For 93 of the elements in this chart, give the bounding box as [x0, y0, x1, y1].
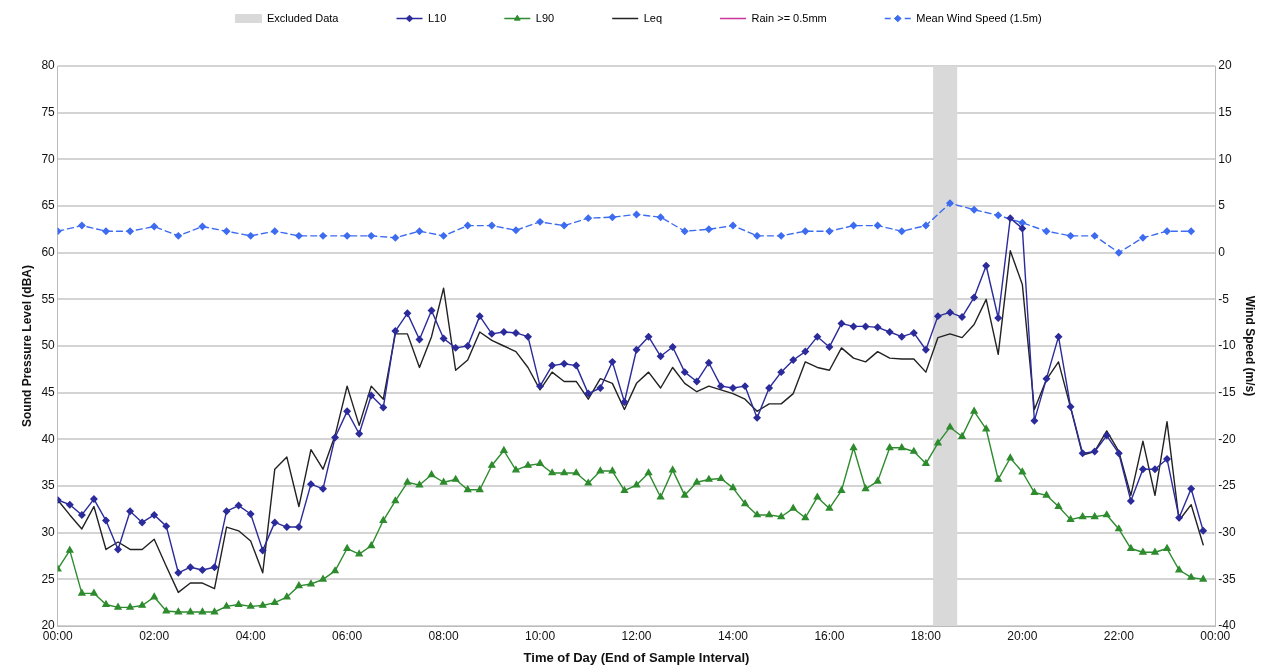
- y-tick-label: 40: [41, 431, 56, 446]
- x-tick-label: 10:00: [525, 628, 556, 643]
- point: [1042, 227, 1051, 235]
- point: [126, 227, 134, 235]
- legend-label: Rain >= 0.5mm: [751, 11, 827, 24]
- point: [608, 213, 617, 221]
- x-tick-label: 04:00: [235, 628, 267, 643]
- point: [1066, 232, 1075, 240]
- x-tick-label: 12:00: [621, 628, 652, 643]
- y-tick-label: 75: [41, 104, 56, 119]
- y2-axis-title: Wind Speed (m/s): [1243, 295, 1258, 397]
- y-tick-label: 35: [41, 478, 56, 493]
- point: [584, 214, 592, 222]
- point: [150, 222, 158, 231]
- legend-label: L90: [535, 11, 555, 24]
- x-tick-label: 06:00: [332, 628, 363, 643]
- y2-tick-label: -5: [1218, 291, 1230, 306]
- point: [439, 232, 448, 240]
- y-tick-label: 60: [41, 244, 56, 259]
- legend-label: L10: [427, 11, 447, 24]
- x-tick-label: 14:00: [717, 628, 749, 643]
- point: [560, 221, 568, 230]
- point: [656, 213, 665, 221]
- x-tick-label: 22:00: [1103, 628, 1135, 643]
- y2-tick-label: -35: [1218, 571, 1236, 586]
- point: [415, 227, 424, 235]
- point: [849, 221, 858, 230]
- y2-tick-label: -30: [1218, 524, 1236, 539]
- legend-label: Excluded Data: [266, 11, 340, 24]
- point: [174, 232, 183, 240]
- point: [1163, 227, 1171, 235]
- point: [271, 227, 279, 235]
- x-tick-label: 16:00: [814, 628, 845, 643]
- y2-tick-label: -25: [1218, 478, 1236, 493]
- point: [729, 221, 737, 230]
- point: [198, 222, 207, 231]
- x-tick-label: 08:00: [428, 628, 459, 643]
- point: [632, 210, 641, 219]
- point: [343, 232, 351, 240]
- point: [464, 221, 472, 230]
- point: [246, 232, 255, 240]
- point: [922, 221, 930, 230]
- point: [367, 232, 375, 240]
- point: [946, 199, 954, 207]
- point: [825, 227, 834, 235]
- point: [488, 221, 496, 230]
- y-axis-title: Sound Pressure Level (dBA): [19, 264, 34, 428]
- point: [801, 227, 810, 235]
- point: [1090, 232, 1099, 240]
- legend-label: Leq: [643, 11, 663, 24]
- point: [970, 206, 978, 214]
- point: [295, 232, 303, 240]
- x-axis-title: Time of Day (End of Sample Interval): [523, 649, 750, 665]
- y2-tick-label: 0: [1218, 244, 1226, 259]
- point: [1139, 234, 1147, 242]
- point: [994, 211, 1002, 220]
- y2-tick-label: 15: [1218, 104, 1232, 119]
- y2-tick-label: -10: [1218, 338, 1236, 353]
- point: [753, 232, 761, 240]
- x-tick-label: 18:00: [910, 628, 942, 643]
- y-tick-label: 80: [41, 58, 56, 73]
- y2-tick-label: -15: [1218, 384, 1236, 399]
- point: [1018, 219, 1027, 227]
- x-tick-label: 00:00: [1200, 628, 1231, 643]
- x-tick-label: 20:00: [1007, 628, 1038, 643]
- point: [536, 218, 544, 226]
- y2-tick-label: 10: [1218, 151, 1232, 166]
- point: [873, 221, 882, 230]
- point: [319, 232, 327, 240]
- point: [222, 227, 231, 235]
- point: [102, 227, 110, 235]
- x-tick-label: 02:00: [139, 628, 170, 643]
- point: [1115, 248, 1123, 257]
- point: [705, 225, 713, 234]
- point: [512, 226, 520, 234]
- y-tick-label: 55: [41, 291, 56, 306]
- point: [777, 232, 785, 240]
- y2-tick-label: 20: [1218, 58, 1232, 73]
- y-tick-label: 65: [41, 198, 56, 213]
- y2-tick-label: -20: [1218, 431, 1236, 446]
- point: [681, 227, 689, 235]
- y-tick-label: 50: [41, 338, 56, 353]
- point: [78, 221, 86, 230]
- y-tick-label: 45: [41, 384, 56, 399]
- x-tick-label: 00:00: [42, 628, 74, 643]
- point: [1187, 227, 1195, 235]
- y-tick-label: 30: [41, 524, 56, 539]
- point: [898, 227, 906, 235]
- y-tick-label: 70: [41, 151, 56, 166]
- y-tick-label: 25: [41, 571, 56, 586]
- legend-label: Mean Wind Speed (1.5m): [916, 11, 1042, 24]
- point: [391, 234, 400, 242]
- y2-tick-label: 5: [1218, 198, 1226, 213]
